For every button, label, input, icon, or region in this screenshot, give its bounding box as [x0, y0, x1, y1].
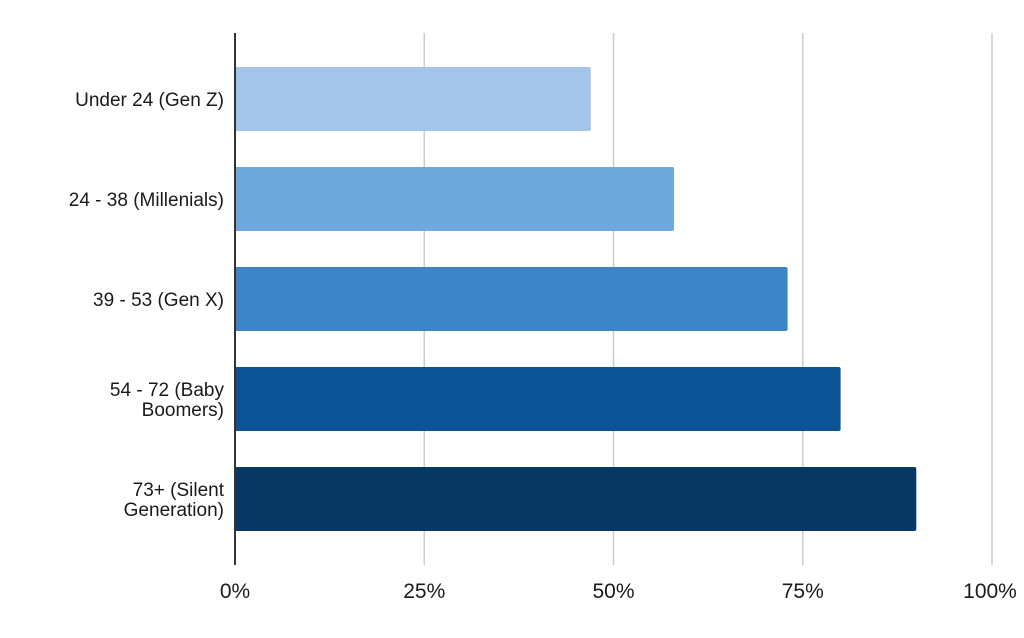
- bar: [235, 367, 841, 431]
- category-label: Generation): [124, 500, 224, 521]
- category-label: Under 24 (Gen Z): [75, 90, 224, 111]
- category-label: 39 - 53 (Gen X): [93, 290, 224, 311]
- x-tick-label: 75%: [782, 580, 824, 603]
- x-tick-label: 100%: [963, 580, 1017, 603]
- x-tick-label: 25%: [403, 580, 445, 603]
- labels: 0% 25% 50% 75% 100% Under 24 (Gen Z) 24 - 38 (…: [69, 90, 1017, 603]
- x-tick-label: 50%: [592, 580, 634, 603]
- category-label: Boomers): [142, 400, 224, 421]
- bar: [235, 467, 917, 531]
- bar: [235, 67, 591, 131]
- bar: [235, 167, 675, 231]
- bar: [235, 267, 788, 331]
- category-label: 24 - 38 (Millenials): [69, 190, 224, 211]
- bars: [235, 67, 917, 531]
- category-label: 73+ (Silent: [133, 480, 225, 501]
- x-tick-label: 0%: [220, 580, 250, 603]
- category-label: 54 - 72 (Baby: [110, 380, 225, 401]
